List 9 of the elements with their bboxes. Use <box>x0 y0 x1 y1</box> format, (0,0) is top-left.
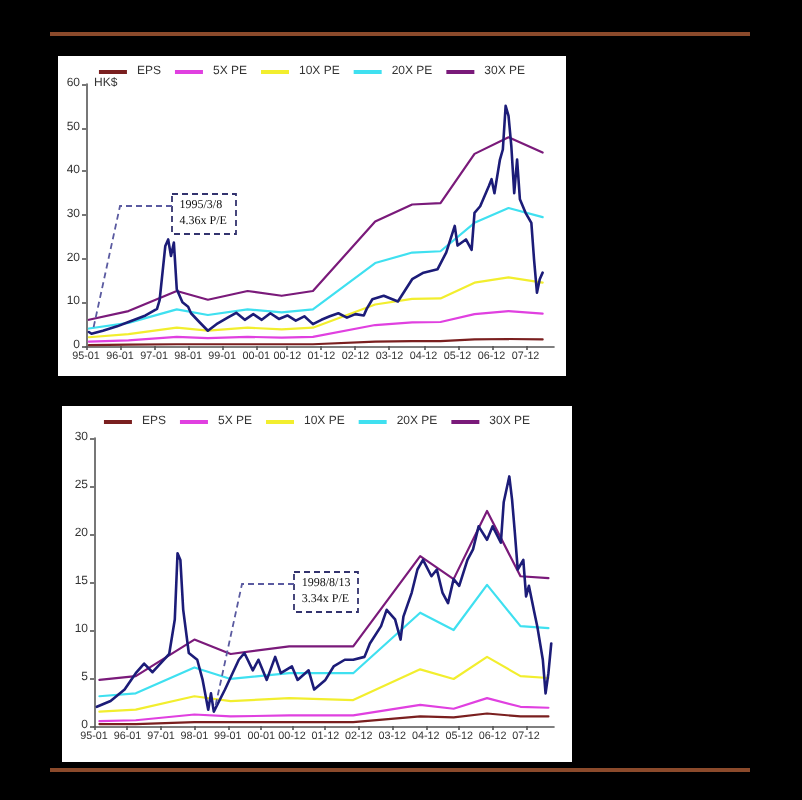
line-series <box>95 475 553 713</box>
line-series <box>98 509 550 682</box>
line-series <box>87 276 544 339</box>
line-series <box>87 104 544 336</box>
line-series <box>98 697 550 723</box>
line-series <box>87 136 544 321</box>
line-series <box>87 309 544 343</box>
line-series <box>98 583 550 698</box>
line-series <box>87 206 544 330</box>
